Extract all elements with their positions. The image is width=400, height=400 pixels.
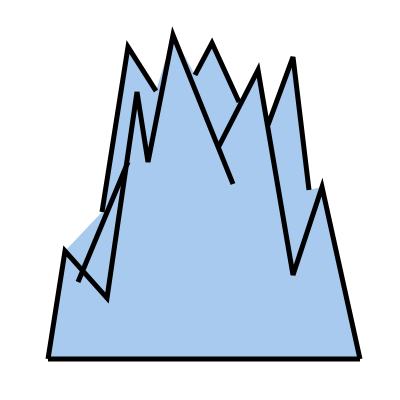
crystal-outline-strokes (45, 26, 363, 362)
back-left-spike (99, 40, 159, 213)
left-inner-spike (75, 161, 131, 283)
middle-spike (192, 37, 242, 104)
right-back-spike (265, 56, 312, 191)
left-outline (45, 26, 236, 360)
center-right-spike (215, 62, 363, 360)
crystal-silhouette (48, 35, 360, 359)
